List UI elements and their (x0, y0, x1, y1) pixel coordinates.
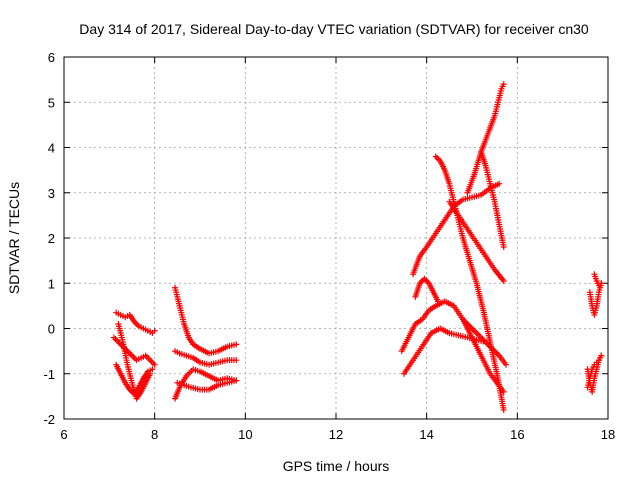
series-pass-a4 (115, 320, 154, 402)
data-point (598, 280, 605, 287)
series-pass-c7 (478, 149, 507, 251)
y-tick-labels: -2 -1 0 1 2 3 4 5 6 (43, 50, 55, 427)
x-tick-label: 18 (601, 427, 615, 442)
series-pass-b2 (172, 348, 240, 368)
data-point (151, 327, 158, 334)
series-pass-c9 (459, 316, 507, 395)
data-point (500, 388, 507, 395)
series-pass-c3 (412, 275, 441, 305)
x-tick-label: 16 (510, 427, 524, 442)
data-point (151, 361, 158, 368)
data-point (503, 361, 509, 368)
series-pass-d2 (586, 280, 605, 318)
y-tick-label: 0 (48, 322, 55, 337)
data-point (435, 298, 441, 305)
axis-ticks (63, 56, 609, 420)
x-tick-label: 10 (238, 427, 252, 442)
series-pass-a2 (110, 334, 158, 368)
series-pass-c6 (446, 198, 507, 284)
data-point (500, 277, 507, 284)
x-axis-label: GPS time / hours (283, 458, 390, 474)
series-pass-b1 (172, 284, 240, 357)
x-tick-labels: 6 8 10 12 14 16 18 (60, 427, 615, 442)
grid (64, 57, 608, 419)
series-pass-a3 (113, 361, 156, 398)
data-point (500, 81, 507, 88)
y-tick-label: -1 (43, 367, 55, 382)
y-tick-label: 1 (48, 276, 55, 291)
y-tick-label: 3 (48, 186, 55, 201)
data-point (233, 357, 240, 364)
y-axis-label: SDTVAR / TECUs (6, 182, 22, 294)
series-pass-b4 (174, 377, 240, 393)
series-pass-d3 (591, 271, 605, 289)
series-pass-a1 (113, 309, 158, 337)
data-point (496, 180, 503, 187)
data-point (233, 341, 240, 348)
x-tick-label: 6 (60, 427, 67, 442)
data-point (147, 370, 154, 377)
data-point (500, 244, 507, 251)
data-point (500, 406, 507, 413)
chart-title: Day 314 of 2017, Sidereal Day-to-day VTE… (79, 21, 589, 37)
series-pass-c8 (464, 81, 507, 196)
y-tick-label: 5 (48, 95, 55, 110)
data-point (233, 377, 240, 384)
data-point (598, 352, 605, 359)
y-tick-label: 2 (48, 231, 55, 246)
y-tick-label: 6 (48, 50, 55, 65)
data-markers (110, 81, 605, 413)
x-tick-label: 12 (329, 427, 343, 442)
x-tick-label: 8 (151, 427, 158, 442)
data-point (149, 366, 156, 373)
series-pass-d4 (584, 352, 605, 395)
y-tick-label: 4 (48, 141, 55, 156)
x-tick-label: 14 (419, 427, 433, 442)
y-tick-label: -2 (43, 412, 55, 427)
